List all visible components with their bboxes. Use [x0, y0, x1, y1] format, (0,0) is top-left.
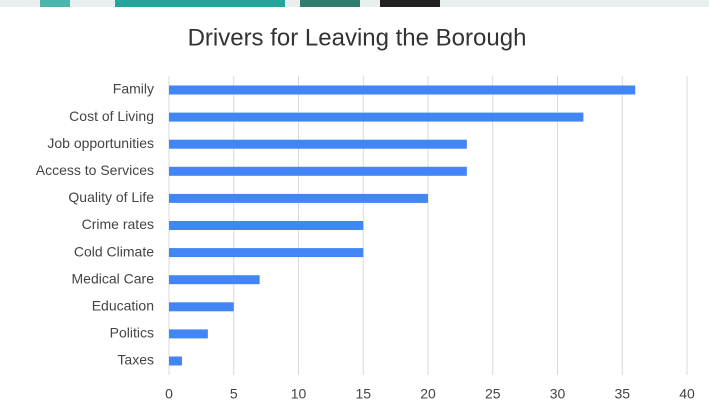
bar — [169, 193, 428, 203]
y-tick-label: Crime rates — [82, 216, 154, 232]
y-tick-label: Access to Services — [36, 162, 154, 178]
bar — [169, 139, 467, 149]
x-tick-label: 25 — [485, 386, 501, 402]
x-tick-label: 40 — [679, 386, 695, 402]
y-tick-label: Family — [113, 81, 154, 97]
x-tick-label: 0 — [165, 386, 173, 402]
bar — [169, 248, 364, 258]
x-tick-label: 30 — [550, 386, 566, 402]
bar — [169, 112, 584, 122]
chart-title: Drivers for Leaving the Borough — [188, 24, 527, 51]
bar — [169, 275, 260, 285]
bar — [169, 85, 636, 95]
bar — [169, 166, 467, 176]
bar — [169, 329, 208, 339]
y-tick-label: Politics — [110, 325, 154, 341]
bar — [169, 356, 182, 366]
y-tick-label: Medical Care — [72, 270, 155, 286]
bar — [169, 302, 234, 312]
x-tick-label: 10 — [291, 386, 307, 402]
y-tick-label: Cold Climate — [74, 243, 154, 259]
y-tick-label: Taxes — [117, 352, 154, 368]
y-tick-label: Quality of Life — [68, 189, 154, 205]
x-tick-label: 15 — [355, 386, 371, 402]
y-tick-label: Job opportunities — [47, 135, 154, 151]
y-tick-label: Education — [92, 298, 154, 314]
bar — [169, 221, 364, 230]
top-image-strip — [0, 0, 709, 7]
y-tick-label: Cost of Living — [69, 108, 154, 124]
x-tick-label: 5 — [230, 386, 238, 402]
x-tick-label: 20 — [420, 386, 436, 402]
x-tick-label: 35 — [614, 386, 630, 402]
